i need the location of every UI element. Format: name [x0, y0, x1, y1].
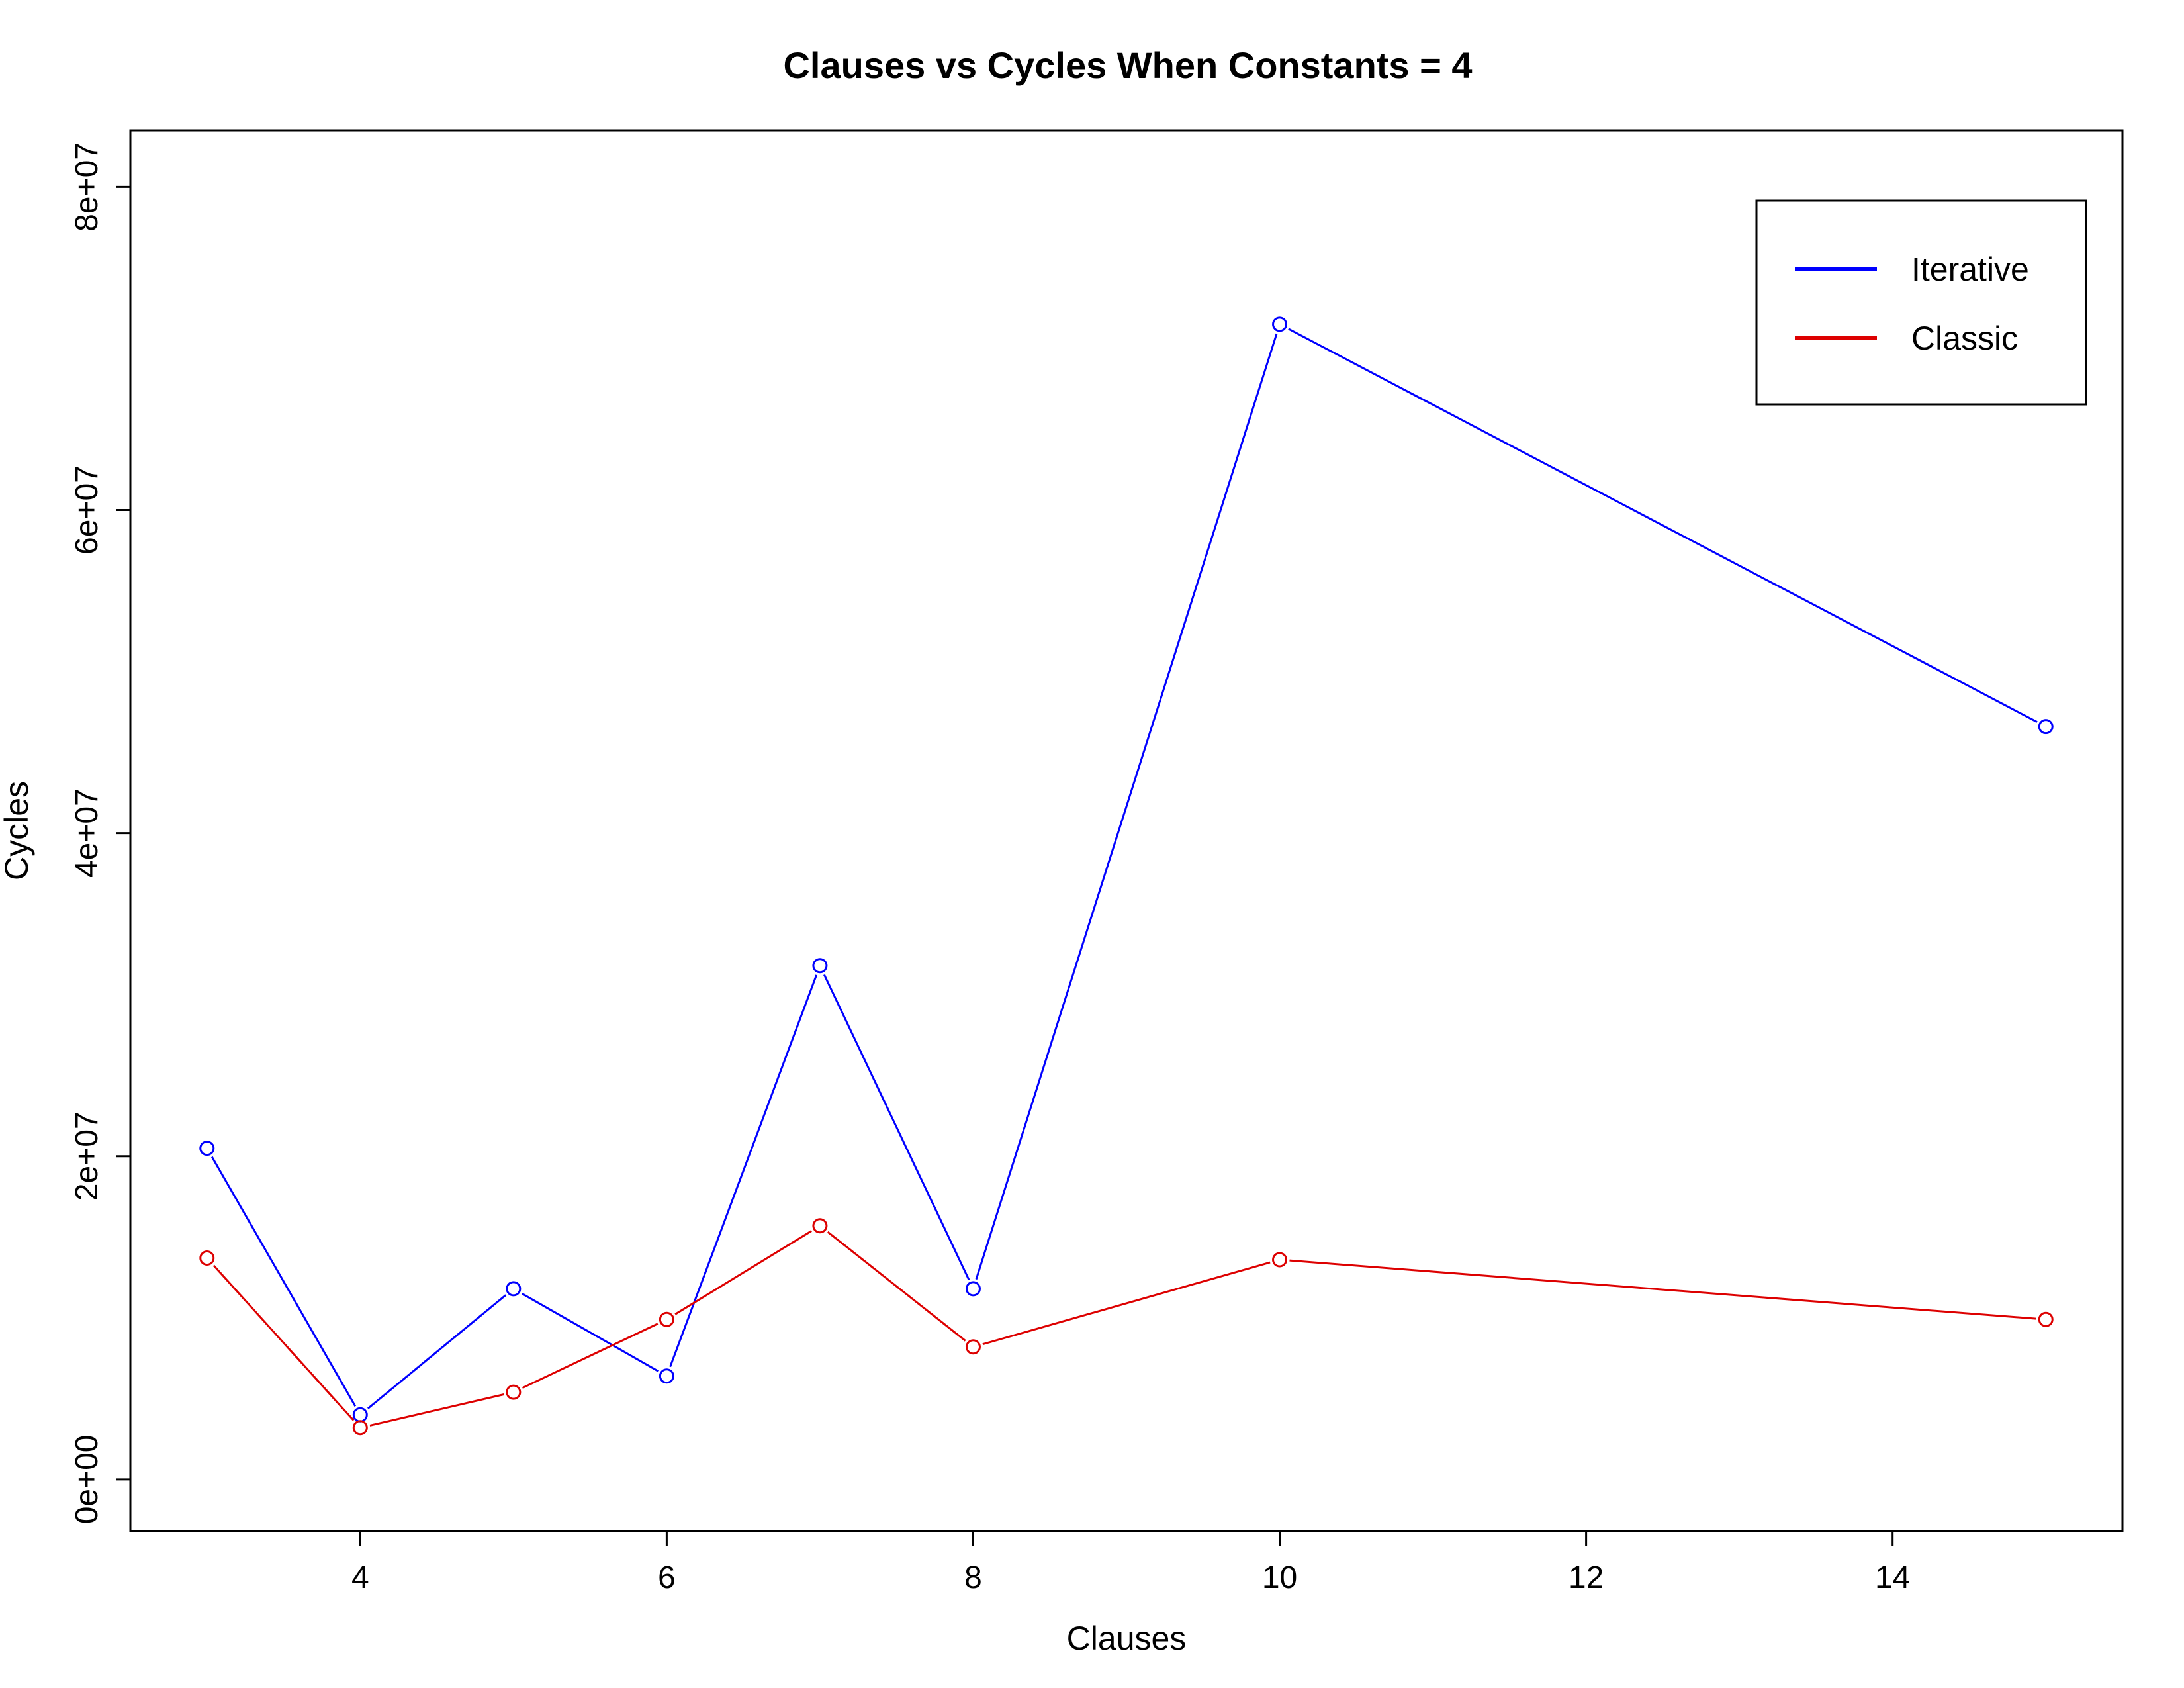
series-line-segment	[975, 333, 1278, 1280]
data-point	[965, 1281, 981, 1297]
series-line-segment	[212, 1264, 355, 1421]
series-line-segment	[210, 1156, 357, 1407]
data-point	[352, 1420, 368, 1436]
x-axis-label: Clauses	[1067, 1620, 1187, 1657]
x-tick-label: 6	[658, 1560, 676, 1595]
data-point	[506, 1281, 522, 1297]
legend-label: Iterative	[1911, 251, 2029, 288]
chart-title: Clauses vs Cycles When Constants = 4	[783, 44, 1472, 86]
y-tick-label: 6e+07	[69, 465, 105, 555]
series-line-segment	[982, 1261, 1271, 1346]
data-point	[2038, 719, 2054, 735]
data-point	[659, 1368, 674, 1384]
series-line-segment	[522, 1323, 659, 1389]
legend: Iterative Classic	[1755, 199, 2087, 406]
series-line-segment	[1288, 328, 2038, 723]
data-point	[352, 1407, 368, 1423]
series-line-segment	[827, 1231, 966, 1342]
y-tick-label: 4e+07	[69, 788, 105, 878]
legend-label: Classic	[1911, 320, 2018, 357]
data-point	[199, 1141, 215, 1156]
data-point	[1272, 316, 1288, 332]
data-point	[965, 1339, 981, 1355]
series-classic	[199, 1218, 2054, 1436]
series-line-segment	[674, 1230, 812, 1315]
series-line-segment	[823, 974, 970, 1281]
series-line-segment	[367, 1294, 507, 1409]
x-axis: 4 6 8 10 12 14	[351, 1530, 1910, 1595]
series-iterative	[199, 316, 2054, 1423]
y-tick-label: 0e+00	[69, 1434, 105, 1524]
y-axis-label: Cycles	[0, 781, 35, 880]
series-layer	[199, 316, 2054, 1436]
data-point	[2038, 1311, 2054, 1327]
series-line-segment	[669, 974, 818, 1368]
series-line-segment	[522, 1293, 659, 1372]
y-axis: 0e+00 2e+07 4e+07 6e+07 8e+07	[69, 142, 132, 1524]
x-tick-label: 4	[351, 1560, 369, 1595]
series-line-segment	[1289, 1259, 2036, 1320]
data-point	[199, 1250, 215, 1266]
legend-box	[1755, 199, 2087, 406]
x-tick-label: 14	[1875, 1560, 1910, 1595]
data-point	[506, 1384, 522, 1400]
data-point	[659, 1311, 674, 1327]
y-tick-label: 8e+07	[69, 142, 105, 232]
data-point	[1272, 1252, 1288, 1268]
y-tick-label: 2e+07	[69, 1111, 105, 1201]
data-point	[812, 1218, 828, 1234]
x-tick-label: 12	[1569, 1560, 1604, 1595]
x-tick-label: 8	[964, 1560, 982, 1595]
data-point	[812, 958, 828, 974]
series-line-segment	[369, 1393, 504, 1427]
x-tick-label: 10	[1262, 1560, 1297, 1595]
